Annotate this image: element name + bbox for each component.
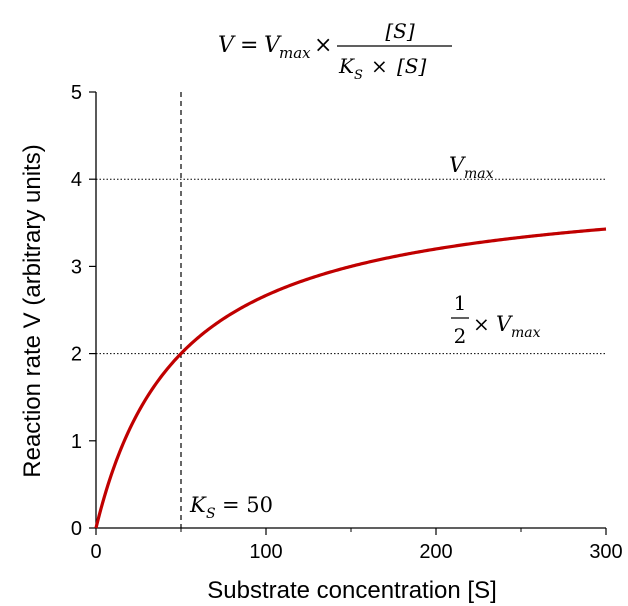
- title-formula: V = V max × [S] K S × [S]: [218, 19, 452, 83]
- y-tick-label: 4: [71, 169, 82, 191]
- formula-den-sub: S: [354, 68, 363, 83]
- ks-label-sub: S: [206, 506, 216, 522]
- half-label-num: 1: [454, 291, 467, 315]
- rate-curve: [94, 227, 607, 529]
- formula-times: ×: [314, 33, 332, 58]
- y-tick-label: 5: [71, 82, 82, 104]
- vmax-label-base: V: [449, 153, 466, 177]
- half-label-base: V: [496, 312, 513, 336]
- ks-label-eq: = 50: [222, 493, 273, 517]
- half-label-times: ×: [473, 312, 490, 336]
- vmax-label-sub: max: [464, 166, 494, 182]
- half-label-sub: max: [511, 325, 541, 341]
- formula-vmax-base: V: [264, 33, 282, 58]
- y-tick-label: 0: [71, 518, 82, 540]
- y-tick-label: 3: [71, 256, 82, 278]
- y-tick-label: 1: [71, 431, 82, 453]
- reference-lines: [96, 92, 606, 528]
- curve-layer: [94, 227, 607, 529]
- x-axis-label: Substrate concentration [S]: [207, 577, 497, 604]
- x-tick-label: 200: [419, 541, 452, 563]
- ticks: 0 1 2 3 4 5 0 100 200 300: [71, 82, 623, 563]
- y-tick-label: 2: [71, 344, 82, 366]
- formula-den-s: [S]: [397, 54, 427, 78]
- formula-den-base: K: [338, 54, 355, 78]
- formula-vmax-sub: max: [279, 44, 311, 62]
- formula-equals: =: [240, 33, 258, 58]
- y-axis-label: Reaction rate V (arbitrary units): [19, 144, 46, 477]
- half-label-den: 2: [454, 324, 467, 348]
- formula-lhs: V: [218, 33, 236, 58]
- axes: [95, 92, 606, 529]
- ks-label-base: K: [189, 493, 207, 517]
- x-tick-label: 100: [249, 541, 282, 563]
- x-tick-label: 300: [589, 541, 622, 563]
- x-tick-label: 0: [90, 541, 101, 563]
- formula-numerator: [S]: [385, 19, 415, 43]
- formula-den-times: ×: [371, 54, 388, 78]
